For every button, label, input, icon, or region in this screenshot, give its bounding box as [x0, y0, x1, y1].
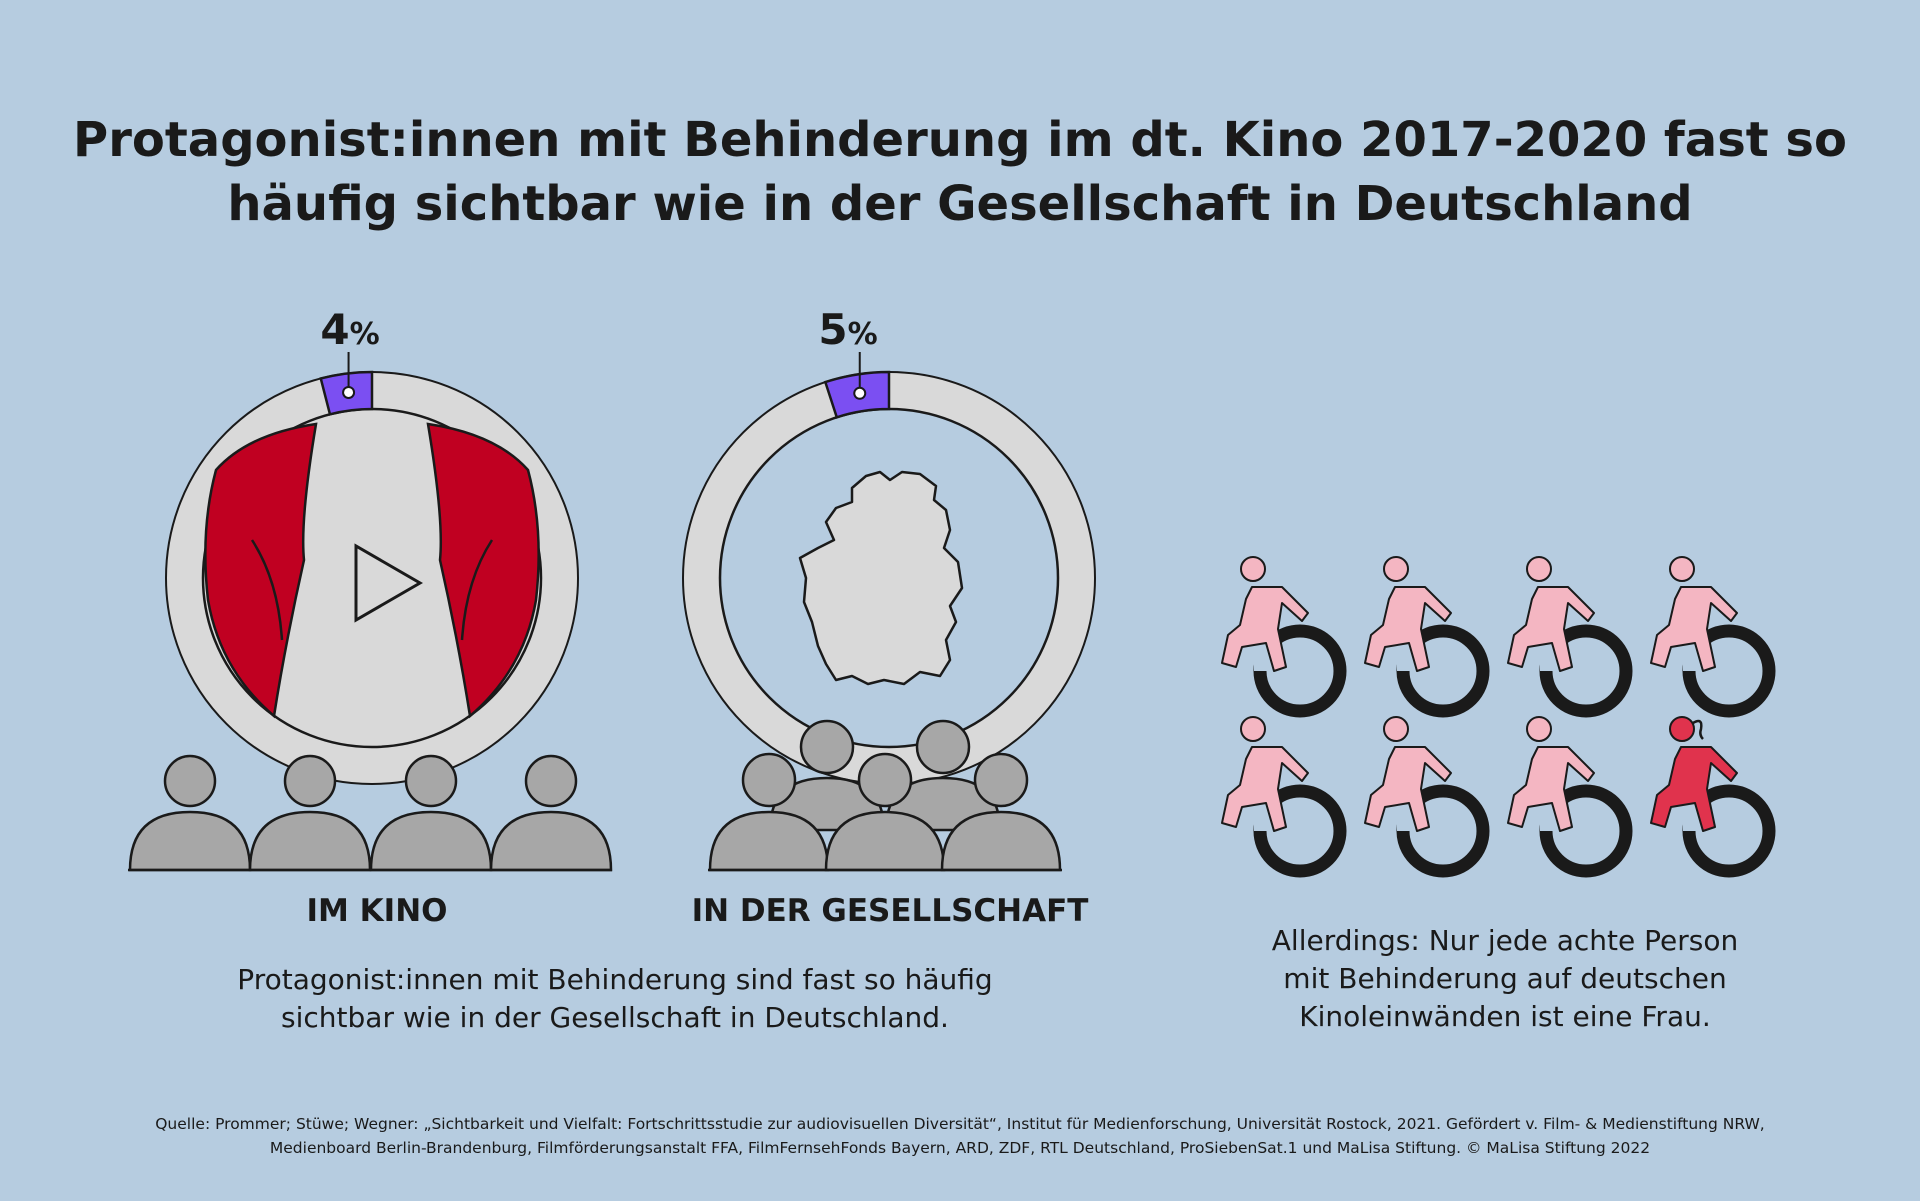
kino-audience-icon	[128, 754, 613, 872]
gesellschaft-pointer-dot	[853, 386, 867, 400]
gesellschaft-crowd-icon	[708, 719, 1062, 872]
wheelchair-user-icon	[1364, 716, 1490, 878]
left-caption: Protagonist:innen mit Behinderung sind f…	[160, 961, 1070, 1037]
chart-title: Protagonist:innen mit Behinderung im dt.…	[0, 108, 1920, 236]
germany-map-icon	[798, 470, 964, 686]
curtain-right-icon	[426, 422, 540, 719]
wheelchair-pictogram-grid	[1221, 556, 1776, 878]
audience-person-icon	[369, 754, 493, 872]
wheelchair-user-icon	[1650, 556, 1776, 718]
kino-ring-chart	[165, 352, 579, 785]
audience-person-icon	[489, 754, 613, 872]
wheelchair-user-icon	[1221, 556, 1347, 718]
chart-title-line1: Protagonist:innen mit Behinderung im dt.…	[73, 112, 1847, 168]
wheelchair-user-icon	[1507, 556, 1633, 718]
kino-category-label: IM KINO	[306, 893, 448, 929]
source-line1: Quelle: Prommer; Stüwe; Wegner: „Sichtba…	[155, 1115, 1765, 1133]
curtain-left-icon	[204, 422, 318, 719]
wheelchair-user-icon	[1364, 556, 1490, 718]
kino-percent-unit: %	[349, 317, 380, 352]
source-note: Quelle: Prommer; Stüwe; Wegner: „Sichtba…	[0, 1112, 1920, 1160]
wheelchair-user-icon	[1507, 716, 1633, 878]
wheelchair-user-icon	[1221, 716, 1347, 878]
right-caption-line1: Allerdings: Nur jede achte Person	[1271, 924, 1739, 957]
chart-title-line2: häufig sichtbar wie in der Gesellschaft …	[227, 176, 1693, 232]
kino-percent-label: 4%	[270, 305, 430, 360]
left-caption-line1: Protagonist:innen mit Behinderung sind f…	[237, 963, 993, 996]
right-caption-line3: Kinoleinwänden ist eine Frau.	[1299, 1000, 1711, 1033]
right-caption: Allerdings: Nur jede achte Person mit Be…	[1200, 922, 1810, 1036]
right-caption-line2: mit Behinderung auf deutschen	[1283, 962, 1727, 995]
gesellschaft-percent-label: 5%	[768, 305, 928, 360]
wheelchair-user-woman-icon	[1650, 716, 1776, 878]
source-line2: Medienboard Berlin-Brandenburg, Filmförd…	[269, 1139, 1651, 1157]
gesellschaft-percent-value: 5	[818, 305, 848, 354]
gesellschaft-category-label: IN DER GESELLSCHAFT	[691, 893, 1089, 929]
kino-pointer-dot	[342, 385, 356, 399]
curtain-left-fold	[250, 539, 284, 641]
gesellschaft-ring-chart	[682, 352, 1096, 785]
play-icon	[354, 543, 423, 623]
audience-person-icon	[128, 754, 252, 872]
kino-percent-value: 4	[320, 305, 350, 354]
gesellschaft-percent-unit: %	[847, 317, 878, 352]
audience-person-icon	[248, 754, 372, 872]
left-caption-line2: sichtbar wie in der Gesellschaft in Deut…	[281, 1001, 949, 1034]
curtain-right-fold	[460, 539, 494, 641]
